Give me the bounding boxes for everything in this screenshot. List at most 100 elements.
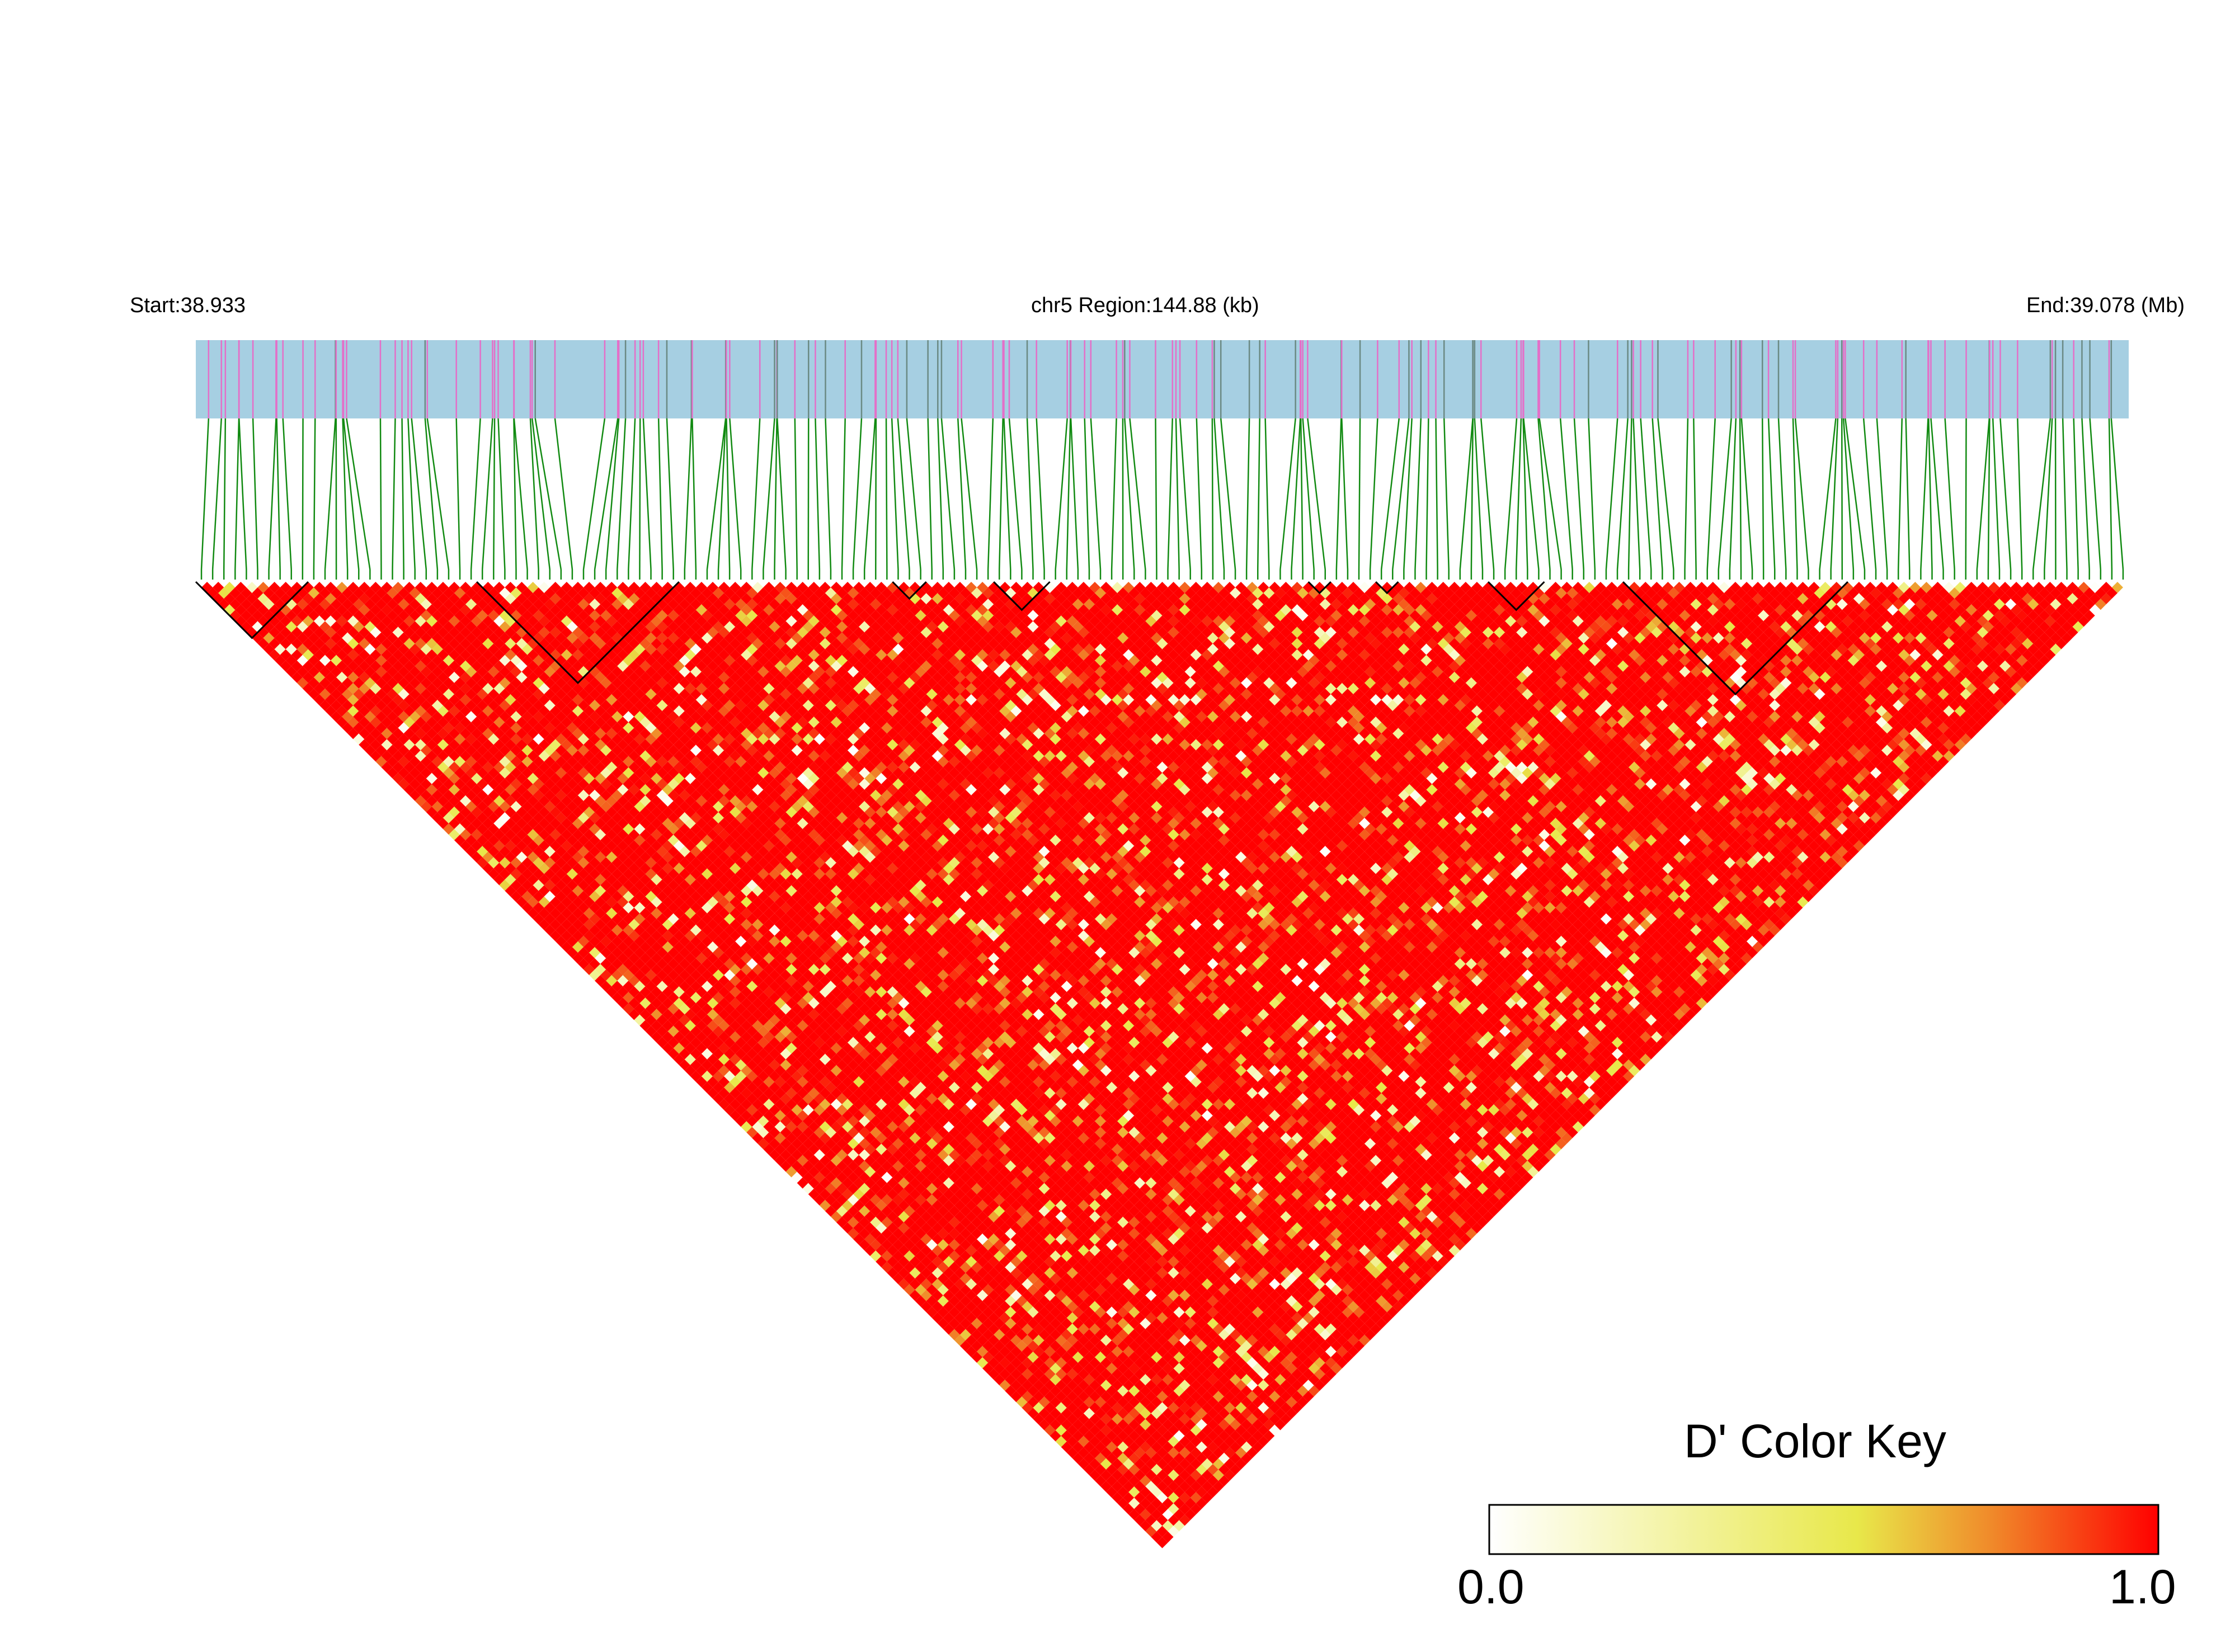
ld-cell	[269, 649, 280, 661]
ld-cell	[477, 767, 488, 779]
ld-cell	[628, 986, 640, 998]
ld-cell	[375, 677, 387, 689]
ld-cell	[1151, 1520, 1163, 1532]
ld-cell	[662, 986, 674, 998]
ld-cell	[959, 1329, 972, 1340]
ld-cell	[347, 649, 359, 661]
ld-cell	[915, 1228, 926, 1240]
ld-cell	[297, 677, 308, 689]
ld-cell	[1117, 1430, 1129, 1442]
ld-cell	[920, 1278, 932, 1290]
ld-cell	[920, 1222, 932, 1234]
ld-cell	[634, 1003, 646, 1015]
ld-cell	[909, 1234, 921, 1245]
ld-cell	[718, 1020, 730, 1032]
ld-cell	[201, 582, 213, 594]
ld-cell	[853, 1143, 865, 1155]
ld-cell	[392, 717, 404, 728]
ld-cell	[842, 1222, 854, 1234]
ld-cell	[420, 778, 432, 790]
ld-cell	[988, 1289, 1000, 1301]
ld-cell	[342, 722, 354, 734]
ld-cell	[859, 1160, 871, 1172]
ld-cell	[431, 767, 443, 779]
ld-cell	[1094, 1452, 1107, 1464]
ld-cell	[308, 655, 319, 666]
ld-cell	[948, 1317, 960, 1329]
ld-cell	[937, 1284, 949, 1296]
ld-cell	[1123, 1436, 1135, 1447]
ld-cell	[1117, 1441, 1129, 1453]
ld-cell	[1066, 1380, 1078, 1391]
ld-cell	[892, 1183, 904, 1194]
ld-cell	[1094, 1475, 1107, 1487]
ld-cell	[645, 1003, 657, 1015]
ld-cell	[359, 705, 370, 717]
ld-cell	[684, 1031, 696, 1043]
ld-cell	[375, 733, 387, 745]
ld-cell	[785, 1155, 797, 1166]
snp-connector-line	[1167, 418, 1174, 570]
ld-cell	[460, 784, 472, 796]
ld-cell	[1117, 1463, 1129, 1475]
ld-heatmap-cells	[201, 582, 2123, 1549]
ld-cell	[347, 627, 359, 638]
ld-cell	[707, 1065, 719, 1076]
ld-cell	[836, 1216, 848, 1229]
ld-cell	[353, 643, 365, 655]
ld-cell	[555, 902, 567, 914]
ld-cell	[836, 1183, 848, 1194]
ld-cell	[505, 840, 516, 852]
snp-connector-line	[1403, 418, 1413, 570]
ld-cell	[853, 1166, 865, 1178]
ld-cell	[802, 1149, 814, 1161]
ld-cell	[859, 1194, 871, 1206]
ld-cell	[370, 739, 382, 751]
ld-cell	[1117, 1452, 1129, 1464]
snp-connector-line	[1605, 418, 1618, 570]
ld-cell	[1072, 1452, 1084, 1464]
ld-cell	[448, 750, 460, 762]
ld-cell	[359, 683, 370, 694]
ld-cell	[746, 1070, 758, 1082]
ld-cell	[701, 1059, 713, 1071]
ld-cell	[904, 1284, 915, 1296]
ld-cell	[909, 1245, 921, 1256]
snp-connector-line	[1155, 418, 1158, 570]
snp-connector-line	[1414, 418, 1422, 570]
ld-cell	[544, 924, 556, 936]
ld-cell	[1050, 1363, 1061, 1375]
ld-cell	[359, 649, 370, 661]
ld-cell	[1179, 1492, 1191, 1504]
ld-cell	[999, 1289, 1011, 1301]
ld-cell	[353, 688, 365, 700]
ld-cell	[1156, 1503, 1168, 1515]
ld-cell	[971, 1329, 983, 1340]
ld-cell	[836, 1194, 848, 1206]
ld-cell	[988, 1301, 1000, 1312]
snp-connector-line	[1651, 418, 1663, 570]
ld-cell	[1201, 1492, 1213, 1504]
ld-cell	[881, 1183, 893, 1194]
ld-cell	[448, 795, 460, 807]
ld-cell	[336, 683, 348, 694]
ld-cell	[1112, 1458, 1123, 1470]
ld-cell	[1055, 1380, 1067, 1391]
ld-cell	[555, 857, 567, 869]
ld-cell	[431, 711, 443, 723]
ld-cell	[881, 1216, 893, 1229]
ld-cell	[1156, 1537, 1168, 1549]
ld-cell	[471, 795, 483, 807]
ld-cell	[302, 683, 314, 694]
ld-cell	[881, 1171, 893, 1183]
ld-cell	[584, 907, 595, 919]
ld-cell	[213, 582, 224, 594]
ld-cell	[589, 913, 601, 925]
ld-cell	[904, 1273, 915, 1284]
ld-cell	[1061, 1385, 1072, 1397]
ld-cell	[471, 761, 483, 773]
ld-cell	[988, 1345, 1000, 1358]
ld-cell	[246, 627, 258, 638]
snp-connector-line	[223, 418, 227, 570]
